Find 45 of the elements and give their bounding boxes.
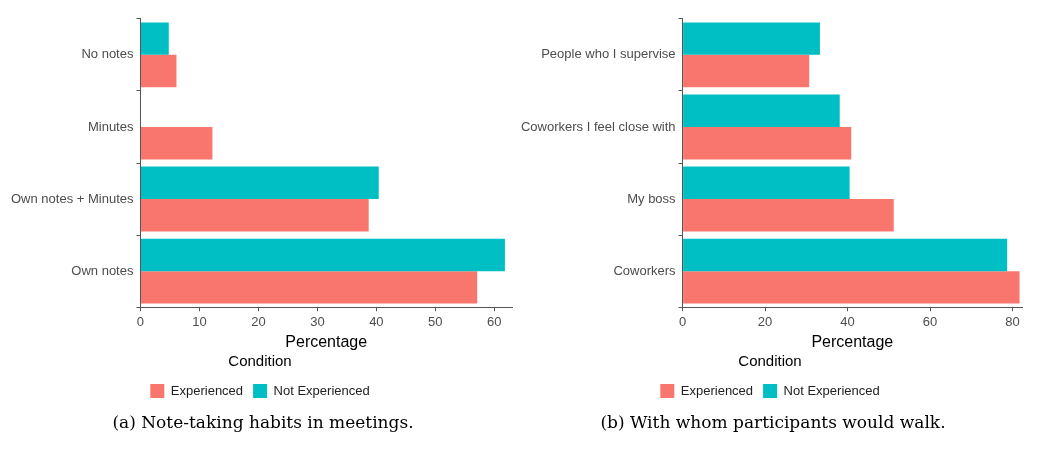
bar	[140, 271, 478, 304]
x-tick-label: 20	[757, 313, 773, 329]
x-axis-title: Percentage	[285, 332, 368, 350]
y-tick-label: Own notes	[71, 262, 134, 278]
bar	[140, 126, 213, 160]
bar	[683, 126, 852, 160]
x-tick-label: 0	[136, 313, 145, 329]
bar	[140, 199, 369, 232]
bar	[683, 199, 894, 232]
x-tick-label: 0	[678, 313, 687, 329]
x-tick-label: 10	[192, 313, 207, 329]
y-tick-label: No notes	[81, 46, 134, 62]
x-tick-label: 20	[251, 313, 266, 329]
y-tick-label: Own notes + Minutes	[10, 190, 134, 206]
bar	[683, 94, 840, 127]
bar	[140, 54, 177, 88]
bar	[140, 22, 169, 55]
legend-label: Experienced	[170, 382, 244, 398]
x-tick-label: 40	[840, 313, 855, 329]
bar	[683, 271, 1020, 304]
legend-label: Experienced	[680, 382, 754, 398]
bar	[683, 22, 820, 55]
legend-label: Not Experienced	[273, 382, 370, 398]
y-tick-label: Minutes	[87, 118, 134, 134]
text: (a) Note-taking habits in meetings.	[111, 412, 415, 432]
x-tick-label: 30	[310, 313, 325, 329]
y-tick-label: People who I supervise	[541, 46, 676, 62]
x-tick-label: 50	[428, 313, 443, 329]
bar	[140, 166, 379, 200]
legend-title: Condition	[228, 351, 292, 369]
x-tick-label: 60	[487, 313, 502, 329]
bar	[683, 54, 810, 88]
y-tick-label: Coworkers	[613, 262, 677, 278]
x-axis-title: Percentage	[811, 332, 894, 350]
y-tick-label: My boss	[627, 190, 677, 206]
text: (b) With whom participants would walk.	[599, 412, 947, 432]
bar	[140, 238, 505, 272]
bar	[683, 238, 1008, 272]
legend-title: Condition	[738, 351, 802, 369]
bar	[683, 166, 850, 200]
x-tick-label: 80	[1005, 313, 1020, 329]
x-tick-label: 60	[922, 313, 938, 329]
legend-label: Not Experienced	[783, 382, 880, 398]
x-tick-label: 40	[369, 313, 384, 329]
y-tick-label: Coworkers I feel close with	[520, 118, 676, 134]
